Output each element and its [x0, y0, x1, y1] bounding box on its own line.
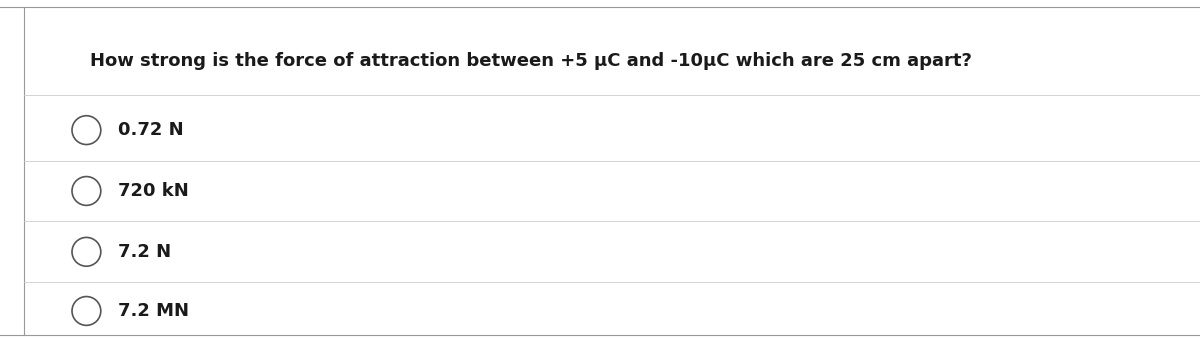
Text: 7.2 MN: 7.2 MN: [118, 302, 188, 320]
Text: How strong is the force of attraction between +5 μC and -10μC which are 25 cm ap: How strong is the force of attraction be…: [90, 52, 972, 70]
Text: 7.2 N: 7.2 N: [118, 243, 170, 261]
Text: 0.72 N: 0.72 N: [118, 121, 184, 139]
Text: 720 kN: 720 kN: [118, 182, 188, 200]
